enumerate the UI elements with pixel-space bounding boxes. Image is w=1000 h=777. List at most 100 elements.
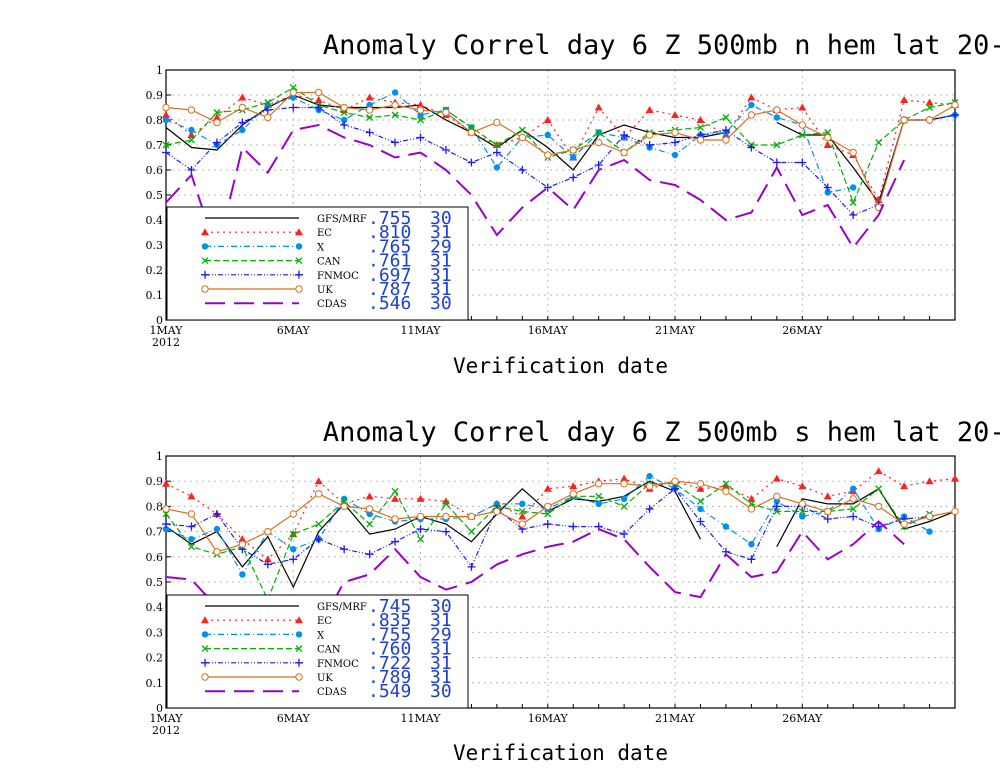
data-point bbox=[314, 535, 323, 544]
data-point bbox=[951, 101, 959, 109]
series-line bbox=[165, 480, 956, 553]
data-point bbox=[162, 520, 170, 529]
legend-series-name: CDAS bbox=[317, 687, 347, 698]
data-point bbox=[187, 543, 195, 551]
data-point bbox=[645, 106, 654, 113]
data-point bbox=[773, 106, 781, 114]
data-point bbox=[671, 484, 680, 493]
data-point bbox=[849, 495, 857, 503]
data-point bbox=[543, 520, 552, 529]
data-point bbox=[849, 199, 857, 206]
legend-marker bbox=[295, 673, 303, 681]
data-point bbox=[290, 94, 297, 101]
data-point bbox=[951, 507, 959, 516]
x-tick-label: 11MAY bbox=[401, 712, 442, 725]
y-tick-label: 0.4 bbox=[146, 214, 164, 227]
data-point bbox=[721, 482, 730, 490]
data-point bbox=[671, 128, 679, 137]
data-point bbox=[595, 492, 603, 500]
legend: GFS/MRF .745 30 EC .835 31 X .755 29 CAN .760 31 FNM… bbox=[166, 594, 469, 709]
data-point bbox=[544, 510, 552, 518]
data-point bbox=[773, 141, 781, 149]
data-point bbox=[569, 146, 577, 154]
data-point bbox=[773, 114, 781, 121]
data-point bbox=[544, 151, 552, 159]
data-point bbox=[416, 106, 425, 114]
chart-panel-n-hem: Anomaly Correl day 6 Z 500mb n hem lat 2… bbox=[146, 30, 1000, 378]
data-point bbox=[212, 138, 221, 147]
x-axis-label: Verification date bbox=[453, 354, 668, 378]
legend-series-count: 31 bbox=[430, 222, 452, 243]
data-point bbox=[772, 474, 781, 482]
legend-series-count: 29 bbox=[430, 624, 452, 645]
y-tick-label: 1 bbox=[156, 450, 163, 463]
data-point bbox=[645, 504, 654, 513]
data-point bbox=[925, 512, 934, 521]
series-line bbox=[165, 470, 956, 561]
data-point bbox=[722, 114, 730, 121]
data-point bbox=[543, 116, 552, 123]
x-axis-label: Verification date bbox=[453, 741, 668, 765]
data-point bbox=[798, 500, 806, 508]
series-line bbox=[904, 114, 956, 121]
legend-series-name: EC bbox=[317, 228, 332, 239]
y-tick-label: 0 bbox=[156, 702, 163, 715]
legend-marker bbox=[295, 616, 303, 624]
legend-series-mean: .760 bbox=[368, 639, 411, 660]
data-point bbox=[518, 126, 526, 134]
legend-series-count: 31 bbox=[430, 639, 452, 660]
legend-marker bbox=[295, 631, 303, 638]
series-line bbox=[776, 487, 956, 547]
legend-marker bbox=[295, 270, 303, 279]
data-point bbox=[696, 116, 705, 123]
data-point bbox=[874, 502, 883, 511]
data-point bbox=[365, 550, 374, 559]
data-point bbox=[162, 148, 170, 157]
data-point bbox=[340, 545, 349, 554]
data-point bbox=[569, 522, 578, 531]
data-point bbox=[162, 141, 170, 149]
series-fnmoc bbox=[162, 103, 959, 219]
data-point bbox=[925, 98, 934, 106]
data-point bbox=[518, 512, 527, 520]
data-point bbox=[365, 93, 374, 101]
data-point bbox=[162, 479, 170, 487]
data-point bbox=[188, 535, 195, 543]
y-tick-label: 0.8 bbox=[146, 114, 164, 127]
data-point bbox=[748, 541, 755, 548]
legend-marker bbox=[201, 658, 209, 667]
data-point bbox=[671, 477, 679, 485]
data-point bbox=[594, 161, 603, 169]
data-point bbox=[772, 158, 781, 167]
data-point bbox=[696, 517, 705, 526]
data-point bbox=[340, 103, 348, 112]
data-point bbox=[773, 492, 781, 501]
x-year-label: 2012 bbox=[152, 336, 180, 349]
data-point bbox=[238, 93, 247, 101]
legend-series-count: 29 bbox=[430, 236, 452, 257]
x-tick-label: 21MAY bbox=[655, 712, 696, 725]
data-point bbox=[645, 482, 654, 490]
data-point bbox=[441, 146, 450, 154]
data-point bbox=[798, 103, 807, 111]
data-point bbox=[594, 480, 603, 488]
data-point bbox=[263, 106, 272, 114]
data-point bbox=[697, 505, 704, 513]
data-point bbox=[824, 507, 832, 516]
legend-series-name: CDAS bbox=[317, 299, 347, 310]
data-point bbox=[314, 96, 323, 103]
data-point bbox=[162, 111, 170, 118]
data-point bbox=[925, 477, 934, 485]
data-point bbox=[594, 103, 603, 111]
x-tick-label: 1MAY bbox=[149, 324, 183, 337]
legend-series-mean: .789 bbox=[368, 667, 411, 688]
data-point bbox=[162, 505, 170, 513]
data-point bbox=[518, 507, 526, 515]
data-point bbox=[544, 502, 552, 511]
legend-marker bbox=[201, 673, 209, 681]
data-point bbox=[798, 158, 807, 167]
data-point bbox=[212, 113, 221, 121]
legend-series-count: 30 bbox=[430, 208, 452, 229]
data-point bbox=[340, 502, 348, 511]
